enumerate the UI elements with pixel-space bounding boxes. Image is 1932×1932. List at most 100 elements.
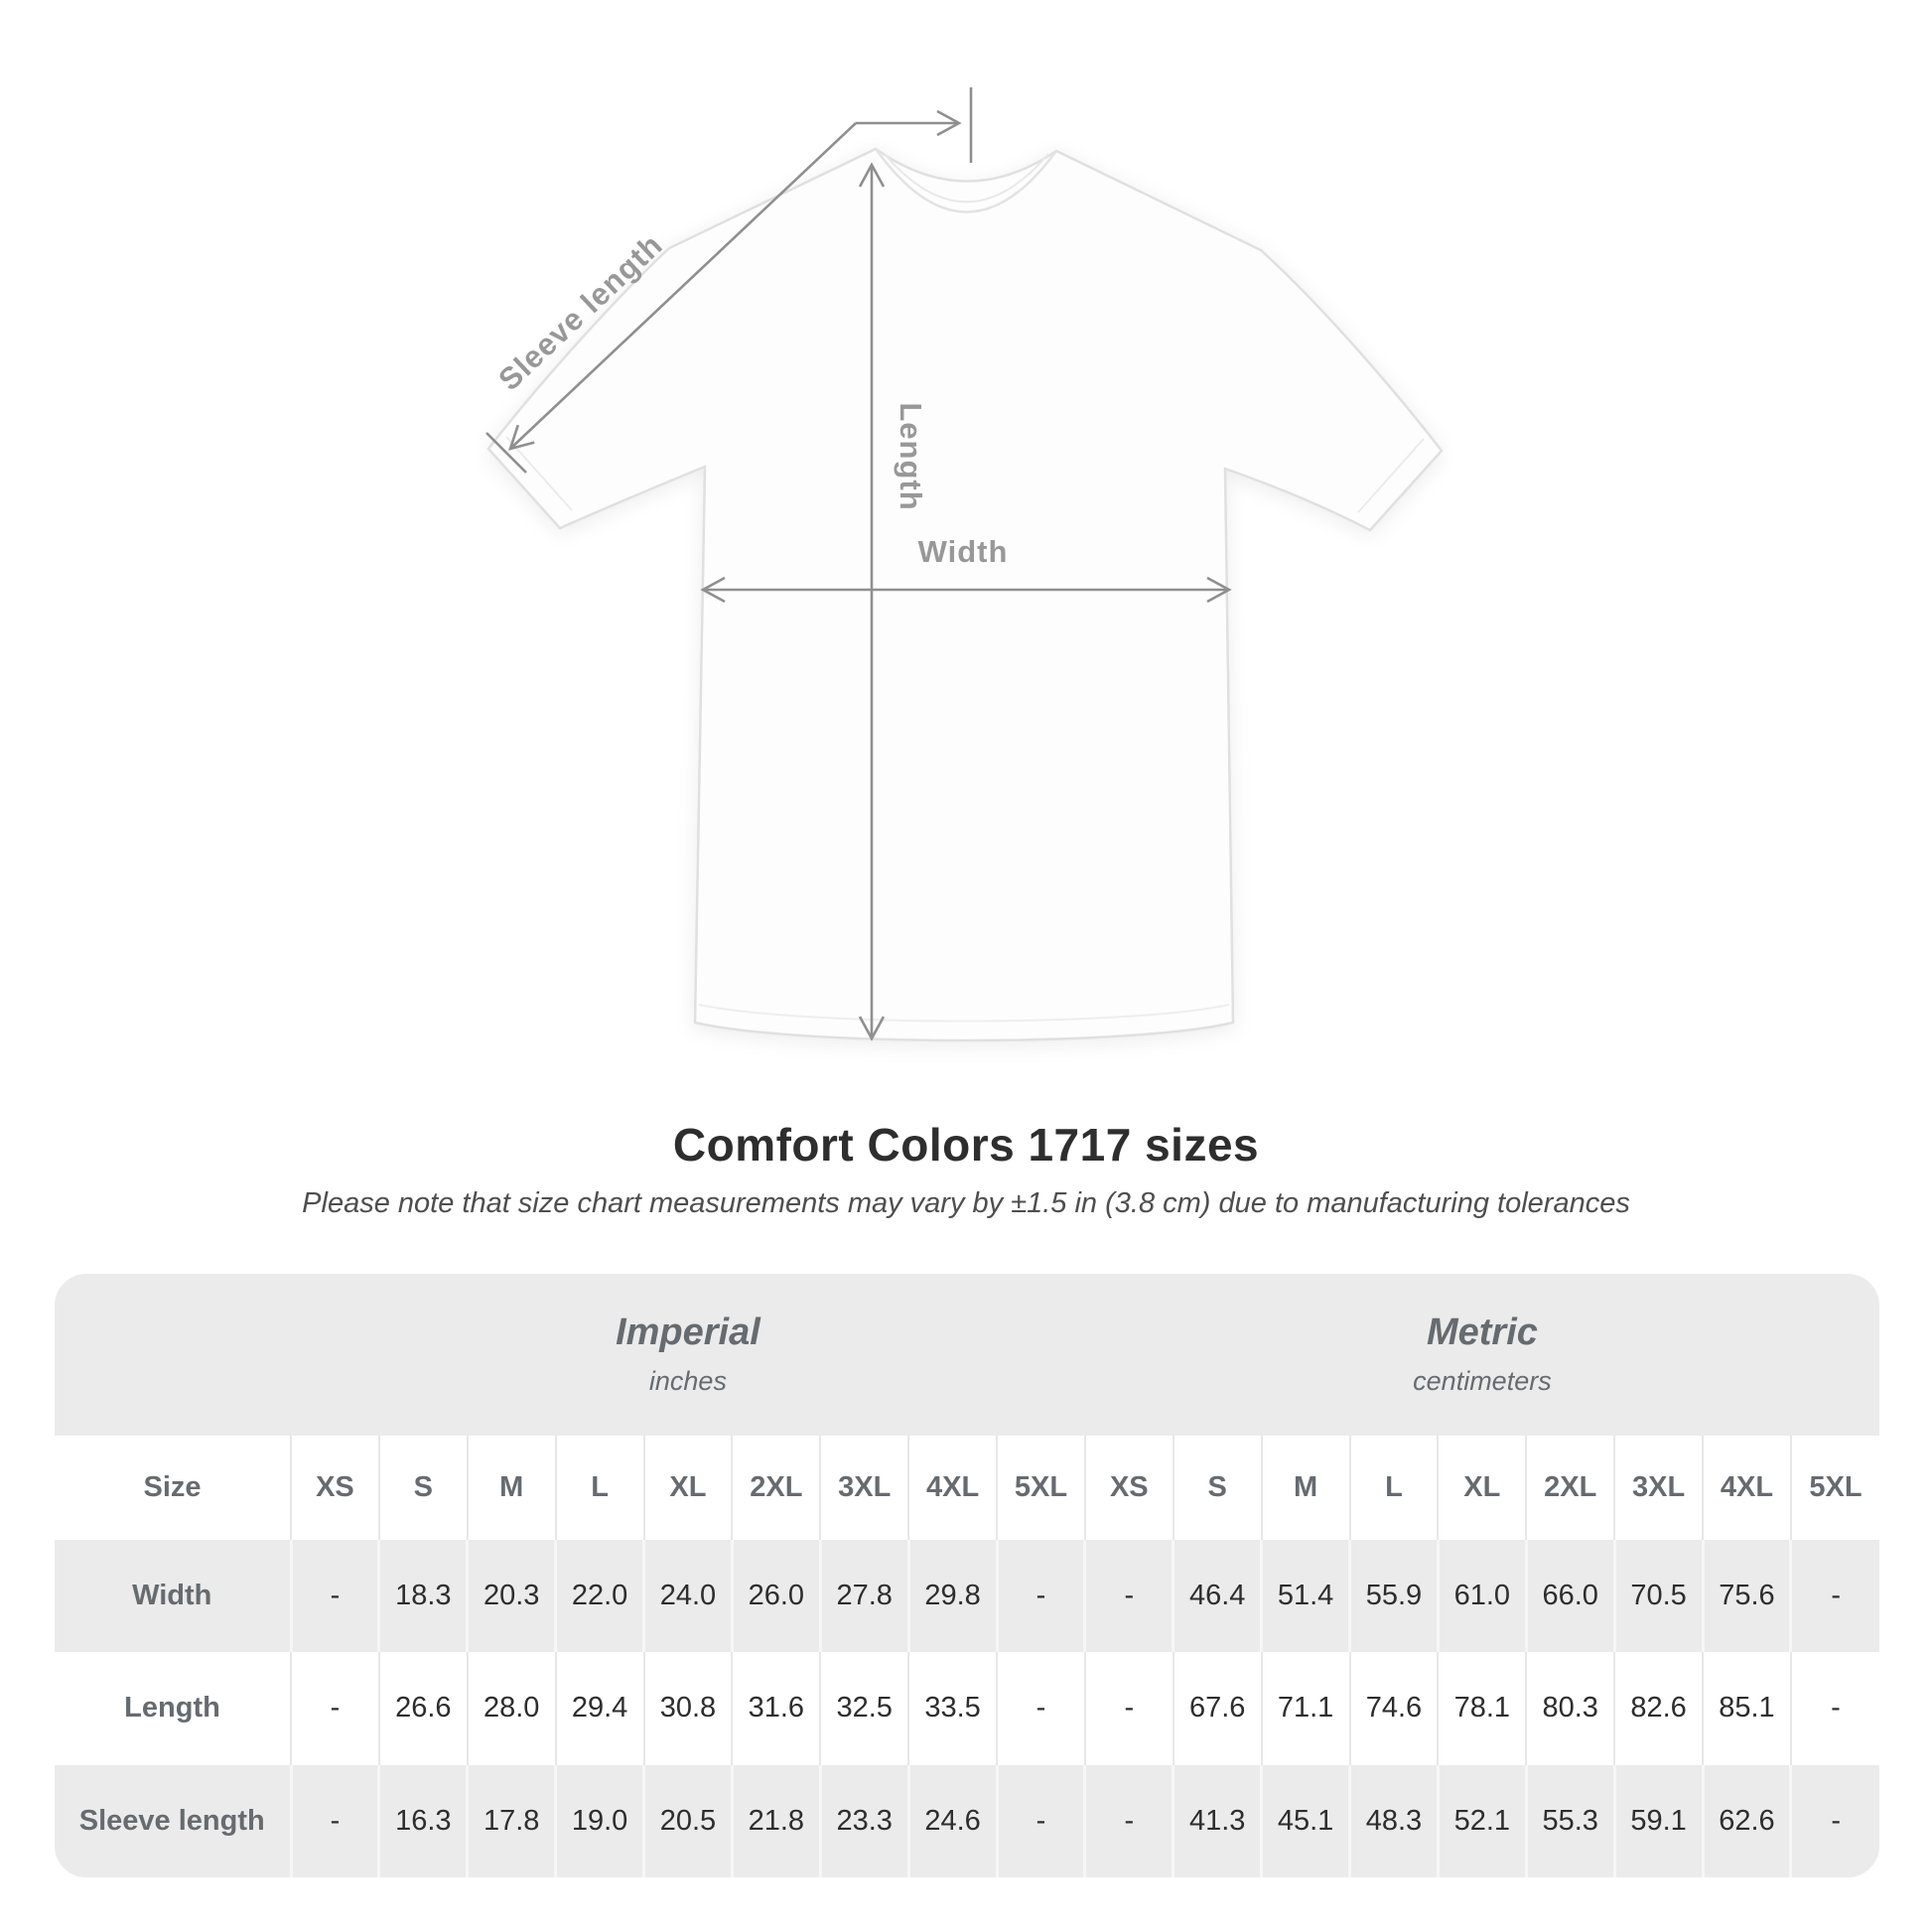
table-cell: 78.1	[1437, 1652, 1527, 1765]
table-cell: 48.3	[1348, 1764, 1439, 1877]
table-cell: 75.6	[1701, 1539, 1791, 1653]
table-cell: 62.6	[1701, 1764, 1791, 1877]
width-label: Width	[918, 534, 1009, 569]
table-cell: -	[1789, 1652, 1879, 1765]
size-col-header: L	[1348, 1435, 1439, 1540]
table-cell: 27.8	[818, 1539, 909, 1653]
table-cell: 16.3	[377, 1764, 468, 1877]
size-col-header: XS	[290, 1435, 379, 1540]
size-col-header: XL	[1437, 1435, 1527, 1540]
row-label: Width	[132, 1580, 212, 1612]
size-col-header: XS	[1083, 1435, 1173, 1540]
table-cell: 55.9	[1348, 1539, 1439, 1653]
table-cell: -	[996, 1652, 1085, 1765]
group-spacer-cell	[55, 1274, 291, 1436]
table-cell: 24.6	[906, 1764, 997, 1877]
table-cell: 51.4	[1260, 1539, 1350, 1653]
table-cell: -	[290, 1652, 379, 1765]
table-cell: 41.3	[1172, 1764, 1262, 1877]
table-cell: 45.1	[1260, 1764, 1350, 1877]
table-cell: 71.1	[1260, 1652, 1350, 1765]
table-cell: -	[1083, 1652, 1173, 1765]
table-cell: 66.0	[1524, 1539, 1615, 1653]
collar-front-seam	[874, 148, 1058, 213]
imperial-group-title: Imperial	[616, 1311, 760, 1354]
table-cell: 70.5	[1612, 1539, 1703, 1653]
table-cell: 21.8	[730, 1764, 821, 1877]
length-label: Length	[894, 402, 928, 510]
table-cell: 26.0	[730, 1539, 821, 1653]
table-cell: 20.3	[466, 1539, 556, 1653]
size-col-header: 2XL	[1525, 1435, 1615, 1540]
table-cell: 23.3	[818, 1764, 909, 1877]
row-label: Sleeve length	[78, 1804, 265, 1837]
size-col-header: 4XL	[907, 1435, 997, 1540]
table-cell: 19.0	[554, 1764, 644, 1877]
table-row-sleeve-length: Sleeve length - 16.3 17.8 19.0 20.5 21.8…	[55, 1764, 1879, 1877]
table-cell: 82.6	[1613, 1652, 1703, 1765]
size-col-header: XL	[642, 1435, 733, 1540]
table-cell: 20.5	[642, 1764, 733, 1877]
table-cell: 22.0	[554, 1539, 644, 1653]
size-col-header: 3XL	[819, 1435, 909, 1540]
sleeve-diagonal-arrow	[508, 122, 857, 451]
table-cell: 31.6	[731, 1652, 821, 1765]
right-sleeve-hem-seam	[1357, 438, 1425, 513]
page-title: Comfort Colors 1717 sizes	[672, 1119, 1260, 1171]
table-cell: 55.3	[1524, 1764, 1615, 1877]
size-header-row: Size XS S M L XL 2XL 3XL 4XL 5XL XS S M …	[55, 1435, 1879, 1540]
table-cell: -	[1789, 1764, 1879, 1877]
tolerance-note: Please note that size chart measurements…	[302, 1187, 1630, 1219]
sleeve-end-tick	[485, 432, 527, 474]
bottom-hem-seam	[698, 1004, 1230, 1023]
imperial-group-unit: inches	[648, 1366, 727, 1397]
metric-group-unit: centimeters	[1413, 1366, 1552, 1397]
measurement-annotations	[485, 87, 1232, 1041]
table-cell: -	[995, 1539, 1085, 1653]
table-cell: 30.8	[642, 1652, 733, 1765]
imperial-group-header: Imperial inches	[291, 1274, 1085, 1436]
table-cell: 52.1	[1436, 1764, 1527, 1877]
size-col-header: 3XL	[1613, 1435, 1703, 1540]
table-cell: 74.6	[1348, 1652, 1439, 1765]
size-table-container: Imperial inches Metric centimeters Size …	[55, 1274, 1879, 1877]
table-cell: 59.1	[1612, 1764, 1703, 1877]
table-cell: -	[995, 1764, 1085, 1877]
size-col-header: M	[466, 1435, 556, 1540]
size-col-header: L	[554, 1435, 644, 1540]
table-cell: -	[1083, 1764, 1173, 1877]
table-cell: 80.3	[1525, 1652, 1615, 1765]
table-cell: 46.4	[1172, 1539, 1262, 1653]
collar-ribbing-seam	[883, 152, 1049, 204]
row-label: Length	[124, 1692, 220, 1725]
size-col-header: S	[1172, 1435, 1262, 1540]
size-header-cell: Size	[143, 1470, 202, 1503]
size-col-header: 5XL	[996, 1435, 1085, 1540]
unit-group-row: Imperial inches Metric centimeters	[55, 1274, 1879, 1436]
size-col-header: S	[377, 1435, 468, 1540]
table-cell: 24.0	[642, 1539, 733, 1653]
table-cell: 67.6	[1172, 1652, 1262, 1765]
size-table: Imperial inches Metric centimeters Size …	[55, 1274, 1879, 1877]
table-cell: 17.8	[466, 1764, 556, 1877]
size-col-header: M	[1260, 1435, 1350, 1540]
table-cell: 32.5	[819, 1652, 909, 1765]
table-cell: 33.5	[907, 1652, 997, 1765]
metric-group-title: Metric	[1426, 1311, 1538, 1354]
table-row-width: Width - 18.3 20.3 22.0 24.0 26.0 27.8 29…	[55, 1539, 1879, 1653]
size-col-header: 4XL	[1702, 1435, 1791, 1540]
table-cell: -	[289, 1539, 379, 1653]
table-cell: 18.3	[377, 1539, 468, 1653]
table-cell: 28.0	[466, 1652, 556, 1765]
table-cell: -	[289, 1764, 379, 1877]
table-row-length: Length - 26.6 28.0 29.4 30.8 31.6 32.5 3…	[55, 1652, 1879, 1765]
table-cell: 61.0	[1436, 1539, 1527, 1653]
size-col-header: 2XL	[731, 1435, 821, 1540]
table-cell: -	[1789, 1539, 1879, 1653]
table-cell: 85.1	[1702, 1652, 1791, 1765]
table-cell: 26.6	[377, 1652, 468, 1765]
metric-group-header: Metric centimeters	[1085, 1274, 1879, 1436]
table-cell: 29.8	[906, 1539, 997, 1653]
size-col-header: 5XL	[1789, 1435, 1879, 1540]
